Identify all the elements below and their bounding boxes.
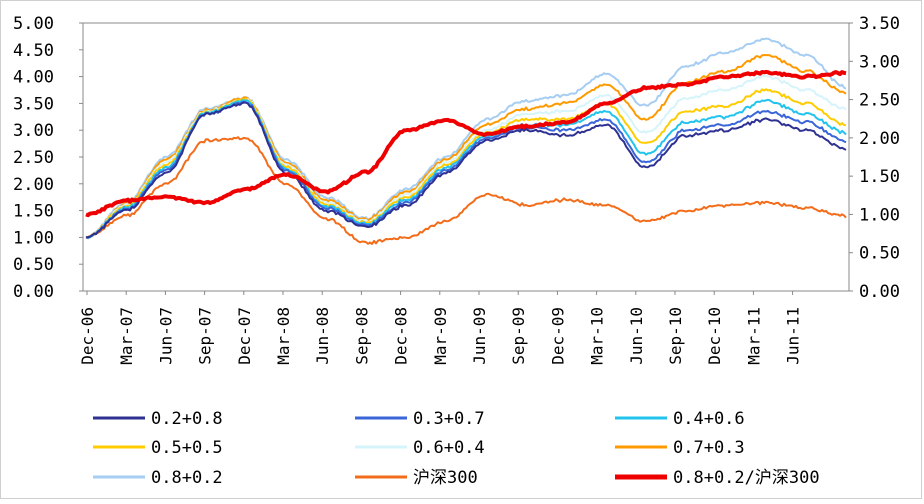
series-line-6 — [85, 37, 847, 239]
x-tick-label: Jun-09 — [470, 307, 489, 365]
x-tick-label: Sep-07 — [196, 307, 215, 365]
legend-label: 0.6+0.4 — [413, 438, 485, 458]
legend-label: 沪深300 — [413, 468, 478, 488]
y-left-tick-label: 3.50 — [13, 94, 54, 114]
y-left-tick-label: 2.00 — [13, 175, 54, 195]
y-right-tick-label: 1.50 — [859, 167, 900, 187]
x-tick-label: Mar-11 — [744, 307, 763, 365]
y-axis-right: 3.50 3.00 2.50 2.00 1.50 1.00 0.50 0.00 — [849, 14, 900, 302]
y-left-tick-label: 2.50 — [13, 148, 54, 168]
y-left-tick-label: 0.00 — [13, 282, 54, 302]
y-right-tick-label: 2.00 — [859, 129, 900, 149]
x-tick-label: Sep-10 — [666, 307, 685, 365]
x-tick-label: Sep-09 — [509, 307, 528, 365]
x-axis: Dec-06 Mar-07 Jun-07 Sep-07 Dec-07 Mar-08 Jun-… — [78, 291, 803, 365]
y-left-tick-label: 4.50 — [13, 41, 54, 61]
x-tick-label: Dec-10 — [705, 307, 724, 365]
legend-label: 0.4+0.6 — [673, 409, 745, 429]
y-left-tick-label: 5.00 — [13, 14, 54, 34]
y-right-tick-label: 0.50 — [859, 244, 900, 264]
x-tick-label: Mar-07 — [117, 307, 136, 365]
y-right-tick-label: 3.00 — [859, 52, 900, 72]
legend-label: 0.3+0.7 — [413, 409, 485, 429]
series-line-8 — [85, 69, 847, 218]
series-layer — [85, 37, 847, 245]
x-tick-label: Jun-08 — [313, 307, 332, 365]
x-tick-label: Dec-09 — [548, 307, 567, 365]
series-line-2 — [85, 98, 847, 240]
legend-label: 0.2+0.8 — [151, 409, 223, 429]
y-left-tick-label: 1.50 — [13, 202, 54, 222]
x-tick-label: Dec-08 — [392, 307, 411, 365]
y-right-tick-label: 2.50 — [859, 91, 900, 111]
series-line-0 — [85, 101, 847, 239]
legend-label: 0.5+0.5 — [151, 438, 223, 458]
y-right-tick-label: 1.00 — [859, 205, 900, 225]
y-right-tick-label: 0.00 — [859, 282, 900, 302]
series-line-5 — [85, 54, 847, 240]
x-tick-label: Dec-06 — [78, 307, 97, 365]
legend: 0.2+0.8 0.3+0.7 0.4+0.6 0.5+0.5 0.6+0.4 0.7+0… — [93, 409, 820, 488]
legend-label: 0.8+0.2 — [151, 468, 223, 488]
x-tick-label: Dec-07 — [235, 307, 254, 365]
x-tick-label: Jun-07 — [156, 307, 175, 365]
x-tick-label: Mar-10 — [588, 307, 607, 365]
x-tick-label: Jun-10 — [627, 307, 646, 365]
y-axis-left: 5.00 4.50 4.00 3.50 3.00 2.50 2.00 1.50 1.00 0.50… — [13, 14, 83, 302]
series-line-7 — [85, 136, 847, 245]
y-left-tick-label: 1.00 — [13, 228, 54, 248]
x-tick-label: Sep-08 — [352, 307, 371, 365]
legend-label: 0.7+0.3 — [673, 438, 745, 458]
y-right-tick-label: 3.50 — [859, 14, 900, 34]
y-left-tick-label: 3.00 — [13, 121, 54, 141]
x-tick-label: Mar-09 — [431, 307, 450, 365]
legend-label: 0.8+0.2/沪深300 — [673, 468, 820, 488]
x-tick-label: Jun-11 — [784, 307, 803, 365]
y-left-tick-label: 0.50 — [13, 255, 54, 275]
y-left-tick-label: 4.00 — [13, 68, 54, 88]
x-tick-label: Mar-08 — [274, 307, 293, 365]
